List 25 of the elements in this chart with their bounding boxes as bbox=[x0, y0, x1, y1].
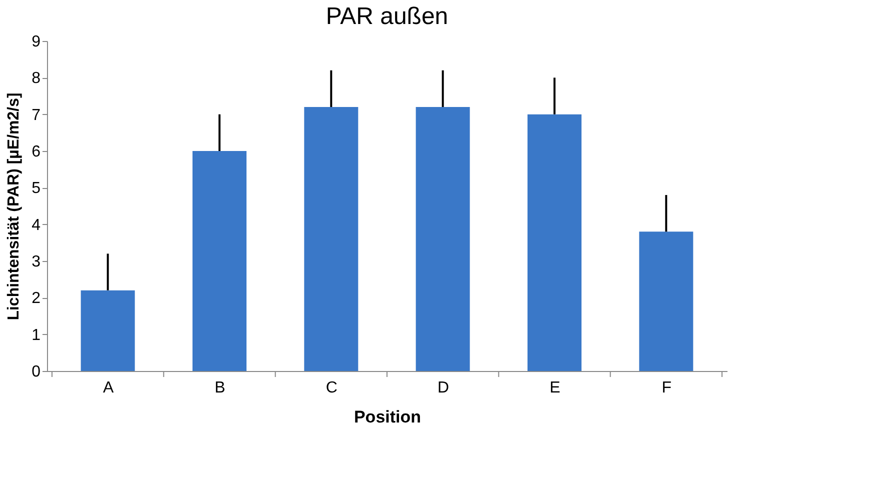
y-tick-label: 7 bbox=[32, 106, 41, 124]
bar bbox=[528, 114, 582, 371]
y-tick-label: 9 bbox=[32, 34, 41, 50]
bar bbox=[416, 107, 470, 371]
x-tick-label: C bbox=[326, 380, 338, 396]
y-tick-label: 5 bbox=[32, 180, 41, 198]
y-tick-label: 8 bbox=[32, 70, 41, 88]
x-tick-label: E bbox=[550, 380, 560, 396]
y-axis-title: Lichintensität (PAR) [µE/m2/s] bbox=[6, 92, 23, 320]
chart-title: PAR außen bbox=[326, 3, 448, 30]
bar bbox=[192, 151, 246, 371]
x-tick-label: A bbox=[102, 380, 114, 396]
x-tick-label: D bbox=[438, 380, 450, 396]
y-tick-label: 2 bbox=[32, 290, 41, 308]
x-tick-label: F bbox=[662, 380, 672, 396]
y-tick-label: 3 bbox=[32, 254, 41, 270]
bar bbox=[80, 290, 135, 371]
y-tick-label: 4 bbox=[32, 216, 41, 234]
bar bbox=[304, 107, 358, 371]
y-tick-label: 0 bbox=[32, 364, 41, 380]
y-tick-label: 1 bbox=[32, 326, 41, 344]
x-tick-label: B bbox=[214, 380, 226, 396]
bar bbox=[639, 232, 694, 371]
x-axis-title: Position bbox=[354, 408, 422, 426]
y-tick-label: 6 bbox=[32, 144, 41, 160]
